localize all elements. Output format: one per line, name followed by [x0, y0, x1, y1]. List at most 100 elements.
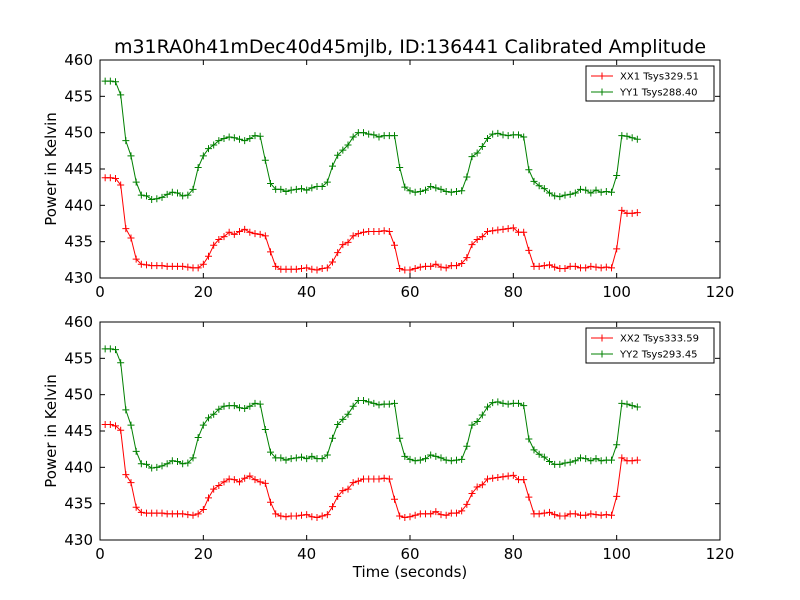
data-point	[432, 184, 440, 192]
data-point	[509, 224, 517, 232]
data-point	[473, 483, 481, 491]
data-point	[205, 414, 212, 422]
y-tick-label: 435	[64, 495, 93, 513]
data-point	[106, 420, 114, 428]
legend-label: YY1 Tsys288.40	[619, 88, 698, 99]
data-point	[323, 264, 331, 272]
legend-label: YY2 Tsys293.45	[619, 350, 698, 361]
y-tick-label: 455	[64, 87, 93, 105]
data-point	[334, 420, 342, 428]
data-point	[308, 452, 316, 460]
data-point	[282, 513, 290, 521]
data-point	[298, 265, 305, 273]
x-tick-label: 80	[504, 545, 523, 563]
data-point	[546, 508, 553, 516]
data-point	[453, 262, 460, 270]
data-point	[298, 511, 305, 519]
data-point	[143, 460, 150, 468]
data-point	[489, 130, 497, 138]
data-point	[422, 455, 429, 463]
data-point	[566, 458, 574, 466]
series-1	[101, 174, 641, 274]
data-point	[468, 153, 476, 161]
data-point	[602, 263, 610, 271]
x-tick-label: 120	[706, 545, 735, 563]
data-point	[478, 481, 486, 489]
data-point	[602, 511, 610, 519]
data-point	[597, 188, 605, 196]
data-point	[153, 195, 161, 203]
data-point	[391, 495, 398, 503]
data-point	[484, 134, 491, 142]
data-point	[546, 458, 553, 466]
data-point	[194, 264, 202, 272]
data-point	[313, 266, 321, 274]
data-point	[318, 455, 326, 463]
data-point	[117, 426, 125, 434]
data-point	[127, 152, 135, 160]
data-point	[189, 185, 197, 193]
legend: XX2 Tsys333.59 YY2 Tsys293.45	[585, 327, 715, 364]
data-point	[158, 193, 166, 201]
data-point	[396, 164, 404, 172]
data-point	[329, 258, 336, 266]
data-point	[561, 512, 569, 520]
data-point	[582, 186, 590, 194]
data-point	[199, 152, 207, 160]
data-point	[633, 135, 641, 143]
data-point	[530, 446, 538, 454]
data-point	[380, 227, 388, 235]
data-point	[210, 485, 218, 493]
data-point	[132, 447, 140, 455]
data-point	[442, 264, 450, 272]
data-point	[520, 133, 528, 141]
data-point	[582, 264, 590, 272]
data-point	[597, 457, 605, 465]
data-point	[179, 262, 187, 270]
data-point	[484, 403, 491, 411]
data-point	[344, 410, 352, 418]
data-point	[509, 471, 517, 479]
x-tick-label: 100	[602, 545, 631, 563]
data-point	[323, 178, 331, 186]
data-point	[236, 227, 243, 235]
data-point	[608, 188, 615, 196]
data-point	[215, 405, 223, 413]
data-point	[256, 478, 264, 486]
data-point	[618, 454, 626, 462]
data-point	[556, 193, 564, 201]
data-point	[132, 255, 140, 263]
data-point	[256, 400, 264, 408]
legend-entry: XX2 Tsys333.59	[591, 334, 699, 345]
data-point	[168, 457, 176, 465]
data-point	[453, 188, 460, 196]
data-point	[401, 183, 409, 191]
data-point	[246, 402, 254, 410]
data-point	[303, 511, 311, 519]
data-point	[540, 262, 548, 270]
data-point	[241, 474, 249, 482]
data-point	[613, 172, 621, 180]
data-point	[432, 260, 440, 268]
data-point	[406, 455, 414, 463]
series-line	[105, 348, 638, 469]
data-point	[174, 189, 181, 197]
data-point	[298, 185, 305, 193]
data-point	[349, 232, 357, 240]
data-point	[241, 404, 249, 412]
data-point	[282, 456, 290, 464]
data-point	[602, 188, 610, 196]
data-point	[437, 263, 445, 271]
data-point	[199, 505, 207, 513]
data-point	[499, 473, 507, 481]
data-point	[282, 188, 290, 196]
data-point	[112, 174, 119, 182]
data-point	[540, 453, 548, 461]
data-point	[391, 132, 398, 140]
data-point	[504, 225, 512, 233]
legend: XX1 Tsys329.51 YY1 Tsys288.40	[585, 65, 715, 102]
data-point	[623, 132, 631, 140]
data-point	[608, 456, 615, 464]
data-point	[168, 188, 176, 196]
data-point	[391, 241, 398, 249]
